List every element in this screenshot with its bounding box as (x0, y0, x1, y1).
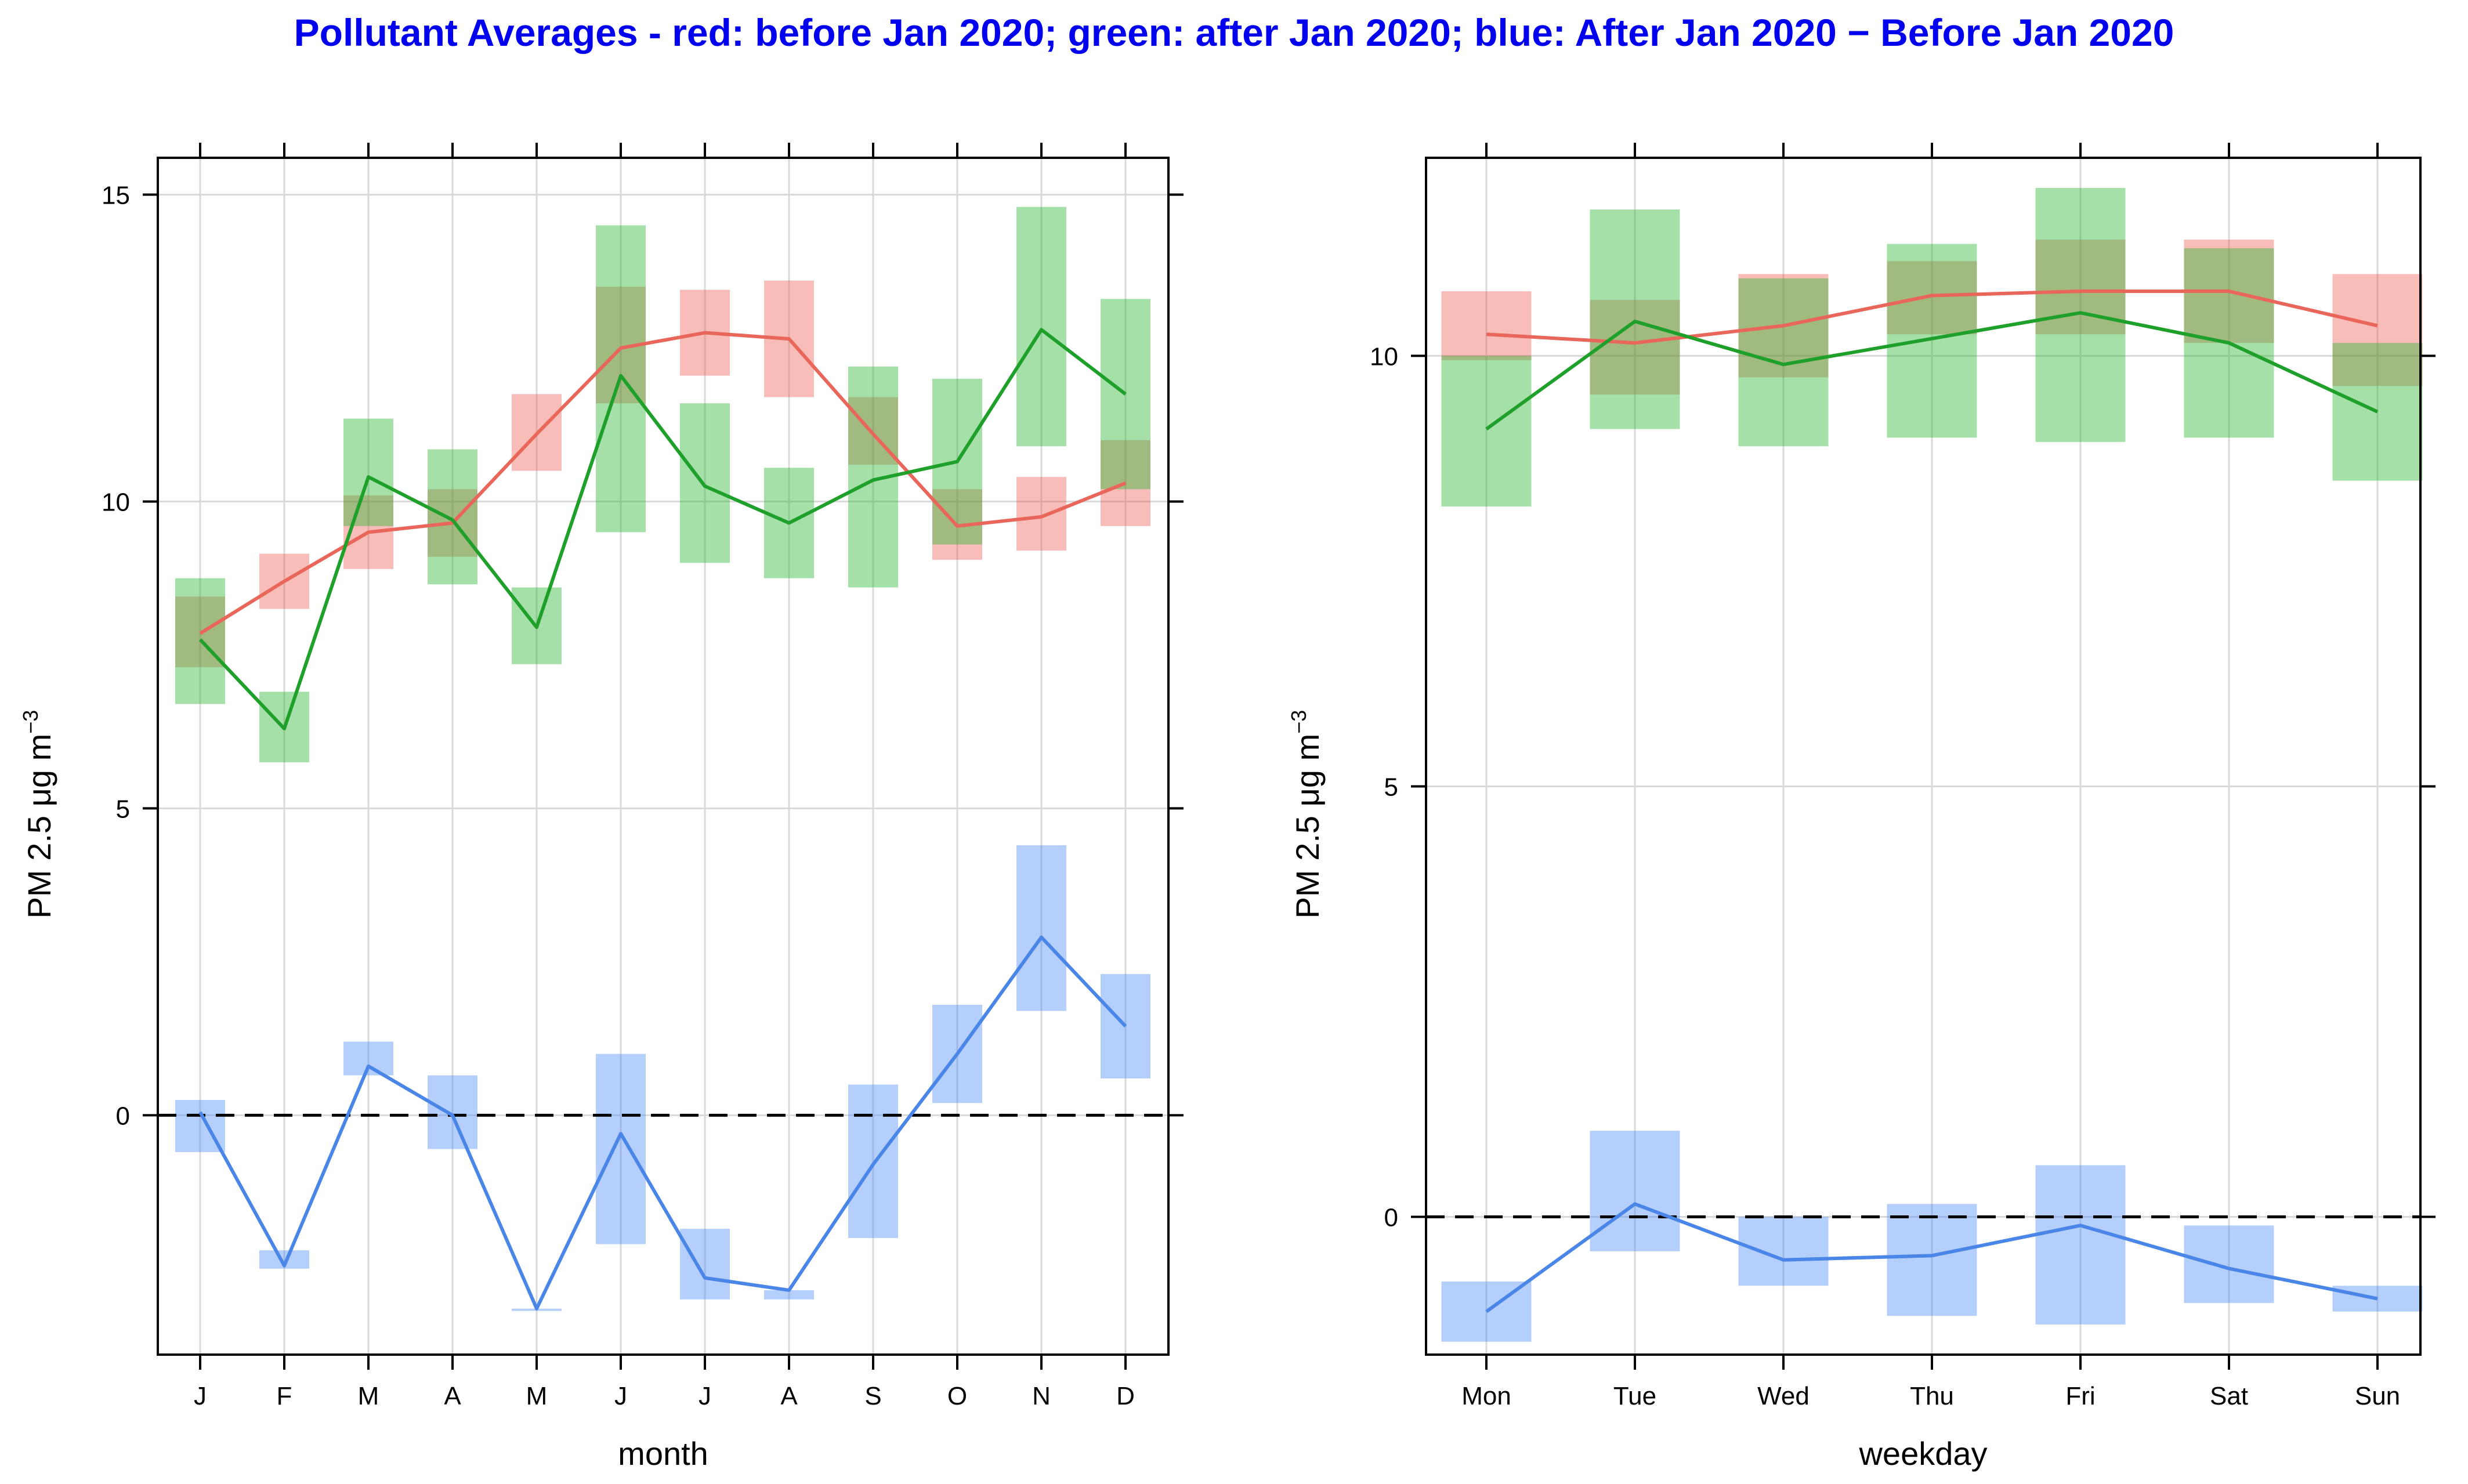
before-range-box (1016, 477, 1066, 551)
diff-range-box (428, 1075, 477, 1149)
x-tick-label: J (699, 1382, 711, 1410)
x-tick-label: F (277, 1382, 292, 1410)
diff-range-box (1590, 1131, 1680, 1251)
x-axis-title: weekday (1858, 1435, 1987, 1472)
before-range-box (1441, 291, 1532, 360)
diff-range-box (848, 1084, 898, 1238)
y-axis-title-superscript: −3 (19, 710, 42, 734)
diff-range-box (1738, 1217, 1829, 1286)
x-tick-label: O (947, 1382, 967, 1410)
x-tick-label: M (358, 1382, 379, 1410)
month-panel: J F M A M J J A S O N D 0 5 10 15 month PM 2.5 μg m−3 (19, 143, 1184, 1472)
y-axis-title: PM 2.5 μg m−3 (1287, 710, 1326, 919)
before-range-box (1590, 299, 1680, 395)
after-range-box (343, 418, 393, 526)
x-tick-label: S (864, 1382, 881, 1410)
plot-frame (1425, 157, 2422, 1356)
plot-frame (157, 157, 1170, 1356)
after-range-box (428, 449, 477, 585)
y-axis-title: PM 2.5 μg m−3 (19, 710, 57, 919)
diff-range-box (1016, 845, 1066, 1011)
diff-range-box (680, 1229, 730, 1300)
after-series-line (1485, 311, 2379, 430)
diff-range-box (2184, 1225, 2274, 1303)
y-tick-label: 0 (116, 1102, 130, 1130)
before-range-box (1887, 261, 1977, 335)
after-range-box (1887, 244, 1977, 438)
y-tick-label: 5 (1384, 773, 1398, 801)
after-series-line (198, 328, 1127, 730)
diff-range-box (596, 1054, 646, 1244)
x-tick-label: Tue (1613, 1382, 1656, 1410)
x-tick-label: J (614, 1382, 627, 1410)
before-series-line (199, 331, 1127, 635)
x-tick-label: N (1032, 1382, 1051, 1410)
x-tick-label: M (526, 1382, 548, 1410)
x-tick-label: Sat (2210, 1382, 2248, 1410)
x-tick-label: A (444, 1382, 461, 1410)
x-tick-label: A (780, 1382, 798, 1410)
after-range-box (1590, 209, 1680, 429)
y-tick-label: 10 (1370, 342, 1398, 371)
diff-range-box (764, 1290, 814, 1300)
after-range-box (1016, 207, 1066, 447)
after-range-box (2035, 187, 2126, 442)
x-axis-title: month (618, 1435, 708, 1472)
after-range-box (1738, 278, 1829, 447)
x-tick-label: J (194, 1382, 207, 1410)
x-tick-label: Wed (1757, 1382, 1810, 1410)
after-range-box (1441, 356, 1532, 507)
y-axis-title-text: PM 2.5 μg m (21, 734, 57, 919)
before-range-box (2332, 274, 2423, 386)
after-range-box (680, 403, 730, 563)
x-tick-label: Fri (2065, 1382, 2095, 1410)
diff-series-line (1485, 1202, 2378, 1313)
y-axis-title-superscript: −3 (1287, 710, 1311, 734)
x-tick-label: Sun (2355, 1382, 2400, 1410)
y-tick-label: 0 (1384, 1204, 1398, 1232)
x-tick-label: Mon (1461, 1382, 1511, 1410)
y-axis-title-text: PM 2.5 μg m (1289, 734, 1326, 919)
y-tick-label: 10 (102, 488, 130, 516)
y-tick-label: 15 (102, 181, 130, 209)
x-tick-label: Thu (1910, 1382, 1954, 1410)
figure-title: Pollutant Averages - red: before Jan 202… (294, 11, 2174, 54)
y-tick-label: 5 (116, 795, 130, 823)
diff-range-box (1887, 1204, 1977, 1316)
before-series-line (1486, 289, 2378, 345)
diff-range-box (2035, 1165, 2126, 1325)
weekday-panel: Mon Tue Wed Thu Fri Sat Sun 0 5 10 weekday PM 2.5 μ… (1287, 143, 2436, 1472)
x-tick-label: D (1116, 1382, 1135, 1410)
diff-series-line (198, 935, 1127, 1311)
